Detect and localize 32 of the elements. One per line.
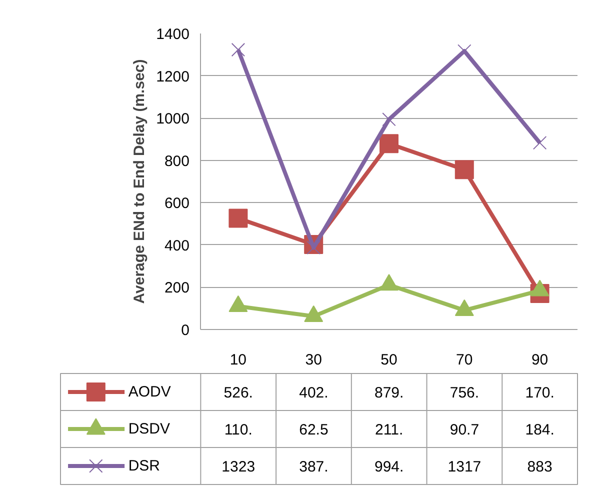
data-label: 756. (450, 384, 480, 402)
y-tick-label: 1400 (156, 26, 190, 43)
data-label: 62.5 (299, 422, 328, 438)
y-tick-label: 1000 (156, 110, 190, 128)
data-label: 387. (299, 458, 328, 476)
x-tick-label: 50 (380, 352, 398, 368)
x-tick-label: 30 (305, 352, 322, 368)
x-tick-label: 90 (531, 352, 548, 368)
legend-label: AODV (128, 384, 171, 400)
data-label: 526. (224, 384, 253, 402)
legend-label: DSR (128, 458, 160, 474)
legend-label: DSDV (128, 420, 170, 438)
data-label: 184. (525, 422, 554, 438)
y-tick-label: 200 (164, 280, 190, 297)
data-label: 1317 (448, 458, 482, 476)
data-label: 170. (525, 384, 554, 402)
data-label: 110. (224, 422, 252, 438)
x-tick-label: 10 (230, 352, 247, 368)
y-tick-label: 800 (164, 152, 190, 170)
y-tick-label: 0 (181, 322, 190, 339)
data-label: 883 (527, 458, 552, 476)
y-tick-label: 400 (164, 237, 190, 254)
data-label: 211. (375, 422, 404, 438)
y-axis-title: Average ENd to End Delay (m.sec) (131, 59, 148, 304)
y-tick-label: 1200 (156, 68, 190, 86)
y-tick-label: 600 (164, 195, 190, 212)
data-label: 90.7 (450, 422, 480, 438)
data-label: 1323 (222, 458, 256, 476)
data-label: 994. (374, 458, 404, 476)
data-label: 879. (374, 384, 404, 402)
x-tick-label: 70 (456, 352, 473, 368)
data-label: 402. (299, 384, 328, 402)
